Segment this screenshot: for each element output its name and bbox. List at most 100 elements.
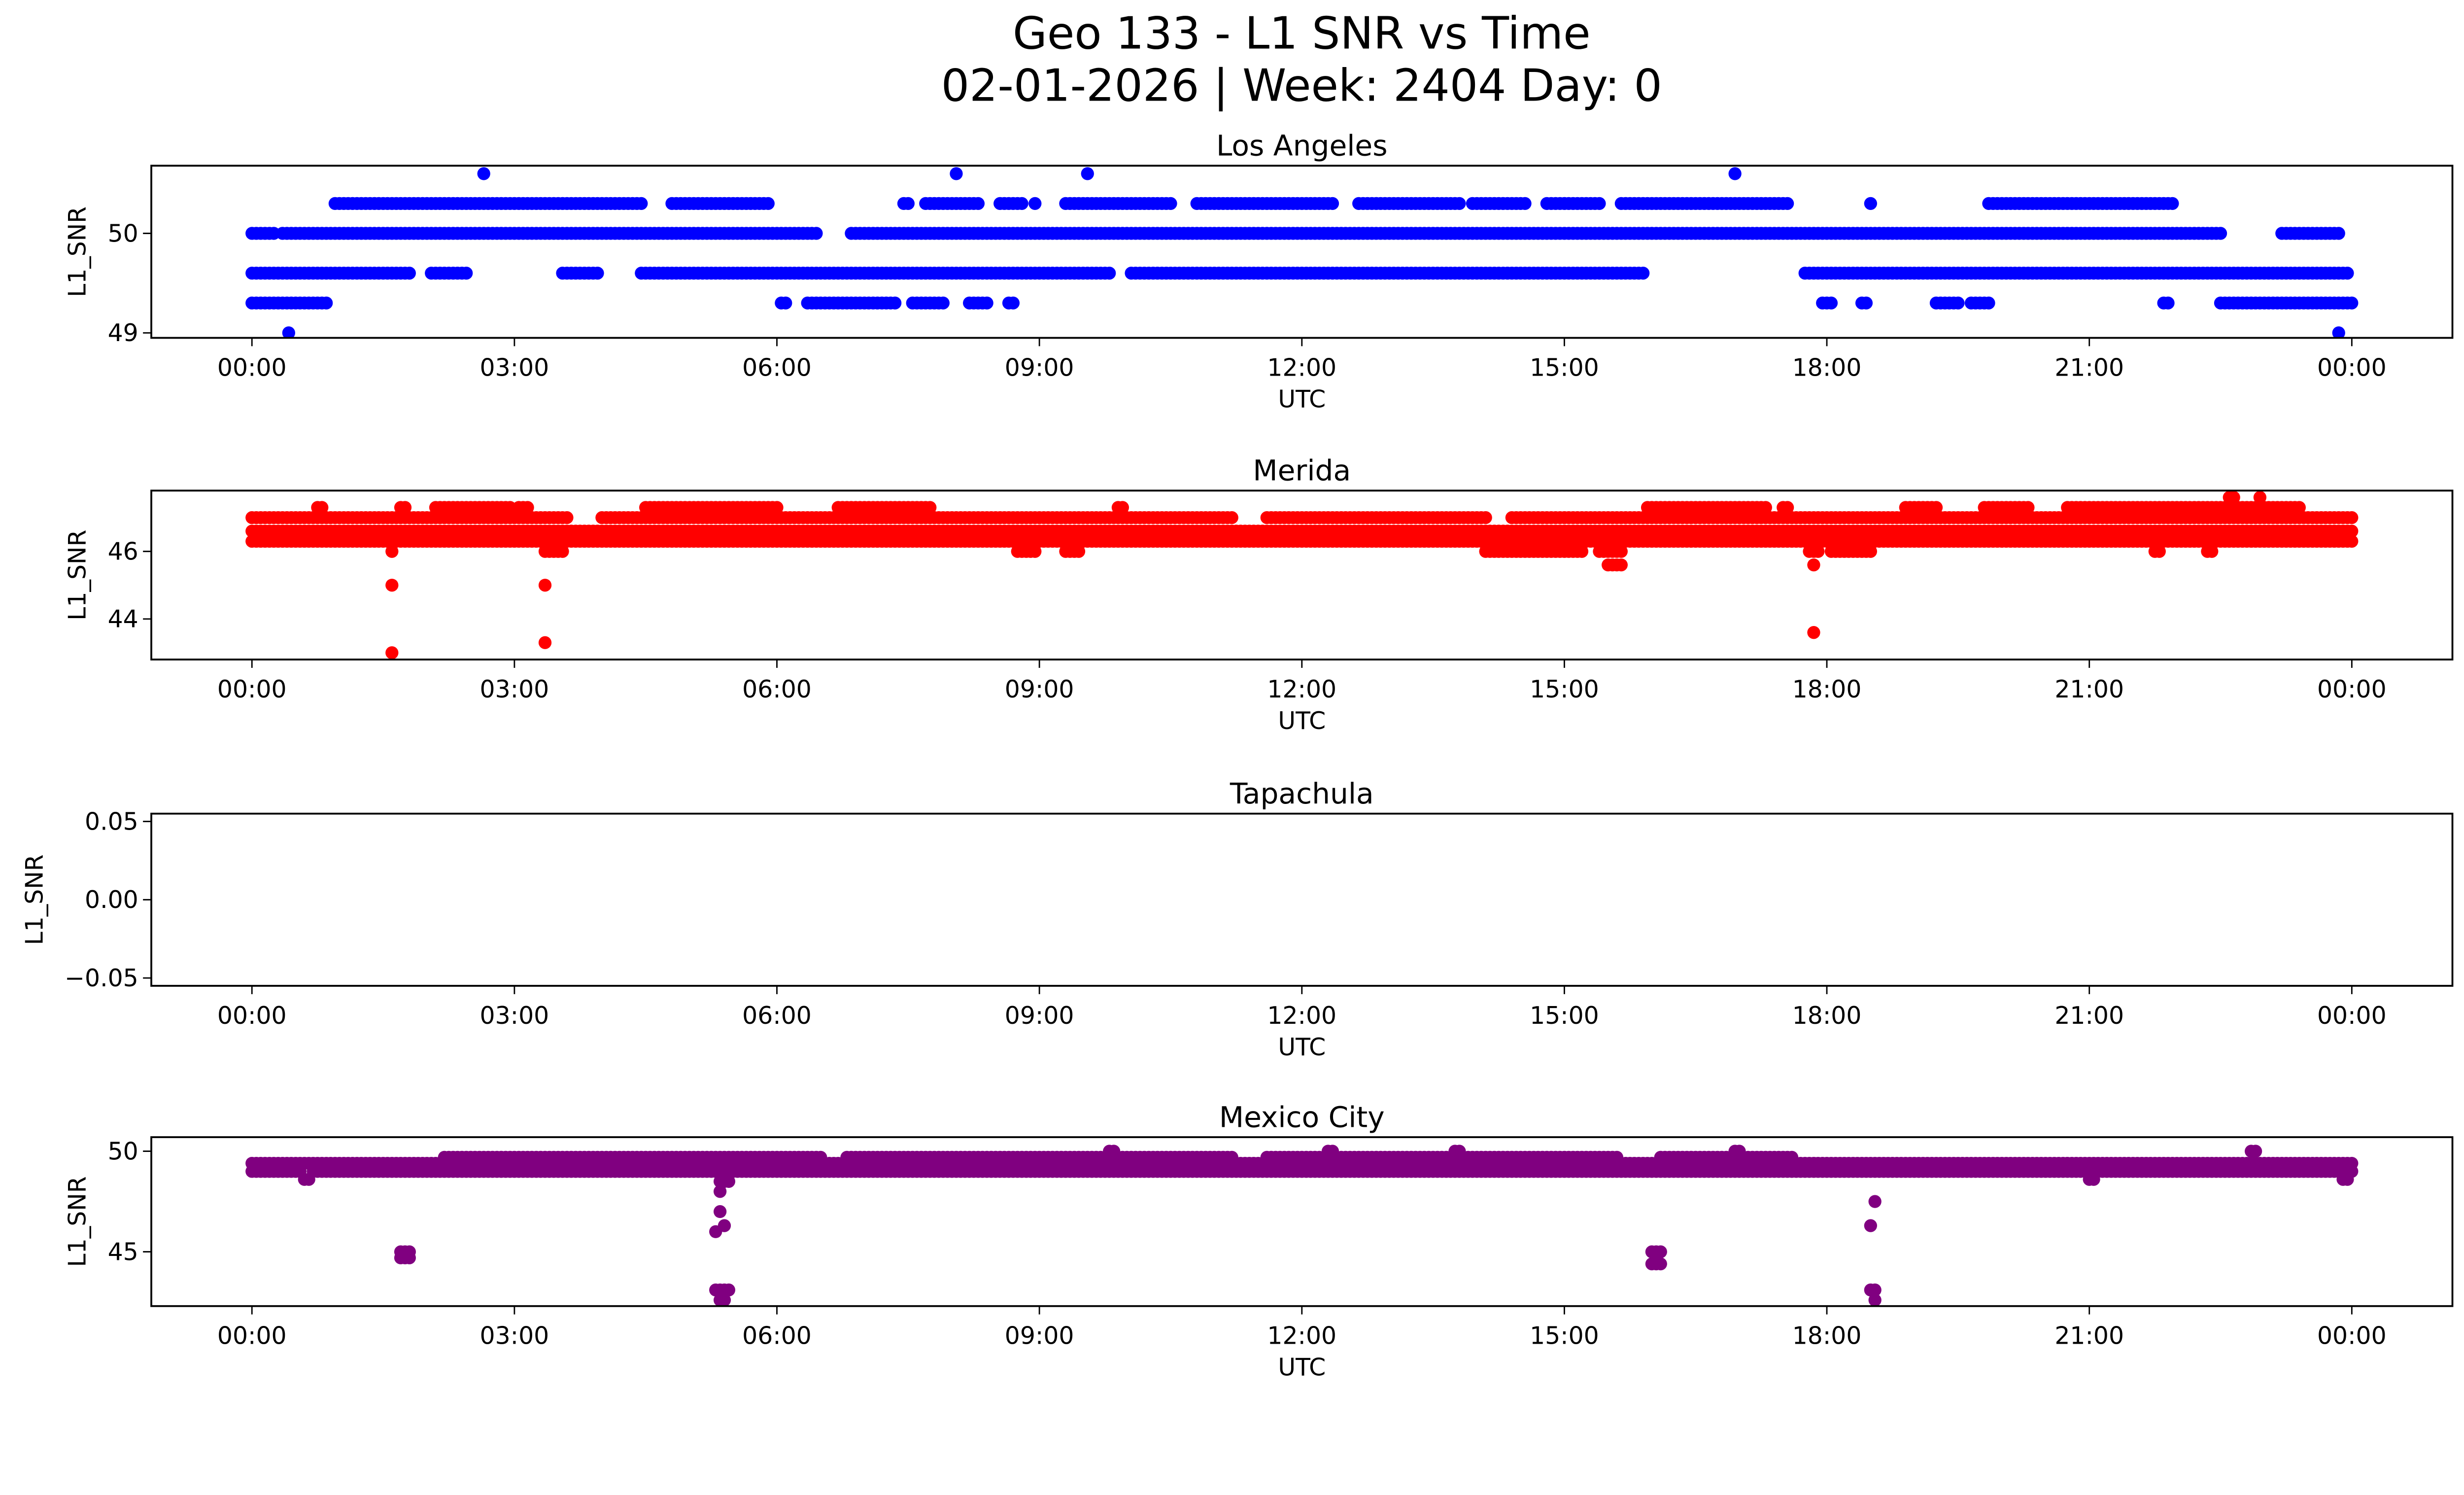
data-point xyxy=(1453,1145,1466,1158)
x-tick-label: 06:00 xyxy=(742,353,812,382)
data-point xyxy=(560,511,574,524)
y-tick-label: −0.05 xyxy=(65,964,138,992)
data-point xyxy=(936,296,950,310)
subplot-los-angeles: Los Angeles 00:00 03:00 06:00 09:00 12:00 15:0… xyxy=(64,129,2454,413)
data-point xyxy=(385,646,399,660)
data-point xyxy=(2332,326,2345,338)
scatter-series-mexico-city xyxy=(245,1145,2359,1306)
data-point xyxy=(1225,1150,1238,1164)
data-point xyxy=(1637,267,1650,280)
data-point xyxy=(1868,1293,1882,1306)
x-axis-label: UTC xyxy=(1278,707,1326,735)
data-point xyxy=(591,267,604,280)
data-point xyxy=(779,296,792,310)
data-point xyxy=(980,296,993,310)
x-tick-label: 15:00 xyxy=(1530,1002,1599,1030)
data-point xyxy=(282,326,295,338)
data-point xyxy=(2087,1173,2100,1186)
data-point xyxy=(538,579,552,592)
data-point xyxy=(403,267,416,280)
x-tick-label: 18:00 xyxy=(1792,1002,1862,1030)
data-point xyxy=(722,1283,736,1297)
data-point xyxy=(1812,545,1825,558)
x-tick-label: 00:00 xyxy=(217,1002,287,1030)
data-point xyxy=(1116,501,1129,514)
data-point xyxy=(1728,167,1742,180)
data-point xyxy=(2341,267,2354,280)
data-point xyxy=(1326,197,1339,210)
subplot-title-merida: Merida xyxy=(1253,454,1351,487)
y-tick-label: 45 xyxy=(108,1238,138,1266)
data-point xyxy=(2205,545,2219,558)
x-tick-label: 09:00 xyxy=(1005,675,1074,703)
x-axis-label: UTC xyxy=(1278,385,1326,413)
data-point xyxy=(1072,545,1086,558)
data-point xyxy=(385,545,399,558)
data-point xyxy=(1807,558,1820,572)
y-axis-label: L1_SNR xyxy=(64,207,92,297)
data-point xyxy=(2253,490,2267,504)
x-tick-label: 12:00 xyxy=(1267,1322,1336,1350)
x-tick-label: 15:00 xyxy=(1530,675,1599,703)
data-point xyxy=(1864,1219,1878,1232)
data-point xyxy=(761,197,775,210)
data-point xyxy=(718,1293,731,1306)
data-point xyxy=(1654,1257,1667,1271)
data-point xyxy=(1614,545,1628,558)
data-point xyxy=(1028,545,1042,558)
data-point xyxy=(810,227,823,240)
x-tick-label: 09:00 xyxy=(1005,1002,1074,1030)
data-point xyxy=(2214,227,2227,240)
data-point xyxy=(1785,1150,1799,1164)
x-tick-label: 09:00 xyxy=(1005,1322,1074,1350)
data-point xyxy=(1759,501,1772,514)
x-tick-label: 06:00 xyxy=(742,1002,812,1030)
subplot-merida: Merida 00:00 03:00 06:00 09:00 12:00 15:00 18:0… xyxy=(64,454,2454,735)
x-tick-label: 00:00 xyxy=(217,675,287,703)
data-point xyxy=(477,167,490,180)
data-point xyxy=(1575,545,1589,558)
x-tick-label: 18:00 xyxy=(1792,675,1862,703)
subplot-title-los-angeles: Los Angeles xyxy=(1216,129,1388,162)
x-tick-label: 03:00 xyxy=(480,675,549,703)
data-point xyxy=(1868,1283,1882,1297)
data-point xyxy=(1982,296,1995,310)
data-point xyxy=(713,1185,727,1198)
x-axis-label: UTC xyxy=(1278,1033,1326,1061)
x-tick-label: 06:00 xyxy=(742,1322,812,1350)
x-tick-label: 03:00 xyxy=(480,1002,549,1030)
data-point xyxy=(1780,501,1794,514)
x-tick-label: 15:00 xyxy=(1530,1322,1599,1350)
data-point xyxy=(1614,558,1628,572)
x-tick-label: 12:00 xyxy=(1267,353,1336,382)
data-point xyxy=(320,296,333,310)
x-tick-label: 00:00 xyxy=(2317,1002,2387,1030)
data-point xyxy=(1733,1145,1746,1158)
data-point xyxy=(1951,296,1965,310)
y-tick-label: 46 xyxy=(108,538,138,566)
data-point xyxy=(2021,501,2035,514)
data-point xyxy=(1824,296,1838,310)
subplot-title-mexico-city: Mexico City xyxy=(1219,1100,1385,1134)
data-point xyxy=(889,296,902,310)
data-point xyxy=(1868,1195,1882,1208)
x-tick-label: 21:00 xyxy=(2054,1002,2124,1030)
data-point xyxy=(302,1173,315,1186)
data-point xyxy=(1453,197,1466,210)
x-tick-label: 12:00 xyxy=(1267,1002,1336,1030)
data-point xyxy=(2345,296,2359,310)
y-tick-label: 44 xyxy=(108,605,138,633)
data-point xyxy=(1326,1145,1339,1158)
data-point xyxy=(1807,626,1820,639)
data-point xyxy=(1929,501,1943,514)
data-point xyxy=(709,1225,722,1238)
figure-title-line-2: 02-01-2026 | Week: 2404 Day: 0 xyxy=(941,60,1662,112)
data-point xyxy=(1225,511,1238,524)
x-tick-label: 21:00 xyxy=(2054,675,2124,703)
data-point xyxy=(1103,267,1116,280)
data-point xyxy=(1015,197,1028,210)
x-tick-label: 00:00 xyxy=(217,353,287,382)
data-point xyxy=(1081,167,1094,180)
x-tick-label: 18:00 xyxy=(1792,353,1862,382)
x-tick-label: 06:00 xyxy=(742,675,812,703)
